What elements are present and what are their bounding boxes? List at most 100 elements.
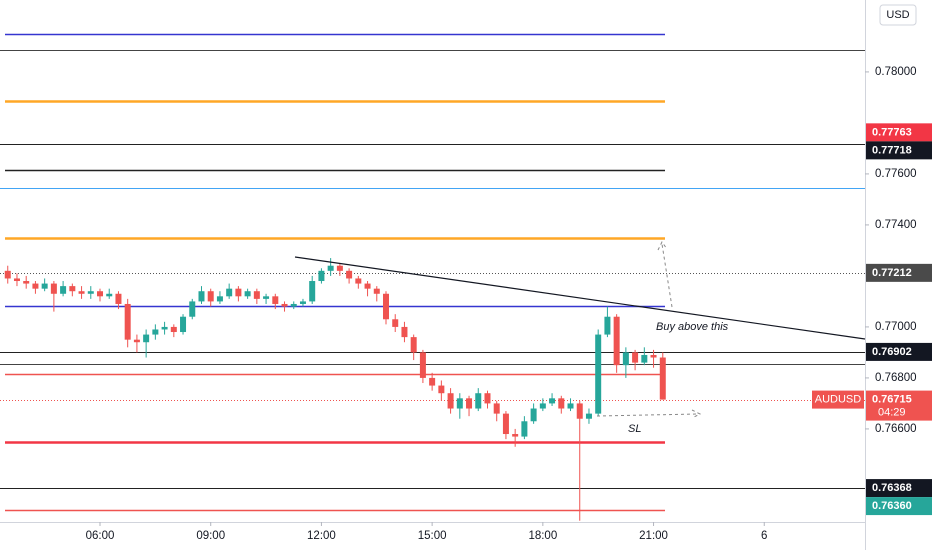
candle-body: [641, 354, 648, 363]
x-tick-label: 21:00: [639, 530, 668, 542]
candle-body: [410, 337, 417, 353]
candle-body: [364, 283, 371, 289]
candle-body: [32, 283, 39, 289]
candle-body: [558, 398, 565, 409]
y-tick-label: 0.76600: [875, 423, 917, 435]
annotation[interactable]: Buy above this: [656, 321, 729, 333]
candle-body: [493, 403, 500, 414]
candle-body: [336, 265, 343, 271]
x-tick-label: 12:00: [307, 530, 336, 542]
price-label: 0.76360: [872, 500, 912, 512]
price-label: 0.76715: [872, 394, 912, 406]
sl-arrow[interactable]: [596, 409, 702, 419]
candle-body: [124, 303, 131, 340]
candle-body: [253, 291, 260, 299]
candle-body: [23, 281, 30, 284]
candle-body: [60, 286, 67, 294]
candle-body: [521, 421, 528, 437]
candle-body: [429, 377, 436, 386]
candle-body: [539, 403, 546, 409]
candle-body: [106, 293, 113, 297]
candle-body: [272, 296, 279, 304]
candle-body: [244, 291, 251, 297]
candle-body: [216, 296, 223, 302]
price-label-bg: [866, 263, 932, 282]
candle-body: [180, 316, 187, 333]
price-label: 0.76902: [872, 346, 912, 358]
candle-body: [152, 329, 159, 335]
symbol-tag: [812, 390, 864, 409]
currency[interactable]: USD: [886, 9, 909, 21]
y-tick-label: 0.77000: [875, 321, 917, 333]
candle-body: [133, 339, 140, 343]
candle-body: [456, 398, 463, 409]
candle-body: [383, 293, 390, 320]
price-label-bg: [866, 123, 932, 142]
candle-body: [512, 434, 519, 437]
candle-body: [401, 326, 408, 338]
candle-body: [622, 352, 629, 366]
countdown: 04:29: [878, 407, 906, 419]
price-label-bg: [866, 390, 932, 421]
buy-arrow[interactable]: [657, 241, 673, 308]
candle-body: [346, 270, 353, 279]
candle-body: [69, 286, 76, 292]
candle-body: [355, 278, 362, 284]
y-tick-label: 0.78000: [875, 66, 917, 78]
candle-body: [309, 281, 316, 302]
y-tick-label: 0.77600: [875, 168, 917, 180]
currency-button[interactable]: [879, 4, 917, 26]
candle-body: [650, 354, 657, 358]
candle-body: [115, 293, 122, 304]
candle-body: [41, 283, 48, 289]
candle-body: [659, 357, 666, 400]
candle-body: [466, 398, 473, 409]
candle-body: [318, 270, 325, 282]
price-label-bg: [866, 479, 932, 498]
y-tick-label: 0.77400: [875, 219, 917, 231]
candle-body: [530, 408, 537, 422]
candle-body: [438, 385, 445, 394]
candle-body: [207, 291, 214, 302]
annotation[interactable]: SL: [628, 423, 641, 435]
candle-body: [595, 334, 602, 414]
trend-line[interactable]: [294, 256, 866, 340]
candle-body: [567, 403, 574, 409]
candle-body: [475, 393, 482, 409]
candle-body: [143, 334, 150, 343]
candle-body: [392, 319, 399, 327]
price-label: 0.76368: [872, 482, 912, 494]
candle-body: [198, 291, 205, 302]
candle-body: [87, 291, 94, 294]
x-tick-label: 06:00: [86, 530, 115, 542]
candle-body: [263, 296, 270, 299]
candle-body: [484, 393, 491, 404]
symbol: AUDUSD: [815, 394, 862, 406]
price-label: 0.77212: [872, 267, 912, 279]
candle-body: [419, 352, 426, 378]
candle-body: [235, 288, 242, 297]
candle-body: [613, 316, 620, 366]
candle-body: [281, 303, 288, 307]
candle-body: [161, 326, 168, 330]
price-label-bg: [866, 342, 932, 361]
candle-body: [447, 393, 454, 409]
candle-body: [4, 270, 11, 279]
candle-body: [549, 398, 556, 404]
candle-body: [50, 283, 57, 294]
y-tick-label: 0.76800: [875, 372, 917, 384]
price-label: 0.77718: [872, 144, 912, 156]
candle-body: [189, 301, 196, 317]
candle-body: [502, 413, 509, 435]
candle-body: [78, 291, 85, 294]
candle-body: [373, 288, 380, 294]
price-label: 0.77763: [872, 126, 912, 138]
candle-body: [290, 303, 297, 307]
candle-body: [327, 265, 334, 271]
price-label-bg: [866, 497, 932, 516]
x-tick-label: 6: [761, 530, 767, 542]
candle-body: [226, 288, 233, 297]
